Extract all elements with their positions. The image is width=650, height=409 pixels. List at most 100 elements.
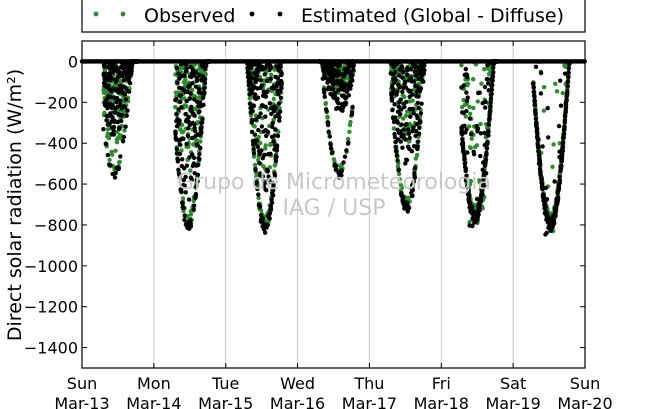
estimated-point-883	[124, 113, 129, 118]
observed-point-2912	[468, 111, 473, 117]
estimated-point-2634	[410, 92, 415, 97]
estimated-point-1827	[272, 133, 277, 138]
estimated-point-1294	[194, 70, 199, 75]
estimated-point-3170	[488, 96, 494, 101]
observed-point-1560	[251, 154, 257, 159]
observed-point-2904	[467, 219, 472, 225]
estimated-point-1410	[203, 67, 208, 72]
estimated-point-1538	[249, 129, 255, 135]
estimated-point-1347	[198, 145, 203, 151]
estimated-point-1811	[271, 139, 276, 144]
estimated-point-2518	[401, 69, 406, 75]
estimated-point-3154	[487, 113, 492, 118]
estimated-point-2859	[463, 66, 468, 72]
estimated-point-2935	[469, 204, 475, 209]
estimated-point-2166	[336, 101, 341, 106]
estimated-point-2655	[411, 144, 417, 149]
estimated-point-3691	[567, 61, 572, 67]
estimated-point-1779	[268, 207, 274, 212]
estimated-point-815	[119, 113, 124, 119]
estimated-point-2122	[332, 90, 338, 96]
estimated-point-2546	[403, 161, 408, 166]
estimated-point-1747	[266, 174, 271, 179]
estimated-point-1598	[254, 180, 259, 185]
estimated-point-2635	[410, 193, 415, 198]
estimated-point-639	[105, 77, 110, 83]
observed-point-1809	[271, 96, 276, 102]
estimated-point-3186	[490, 78, 495, 84]
estimated-point-750	[114, 100, 119, 105]
observed-point-2636	[410, 98, 415, 103]
estimated-point-3099	[483, 105, 488, 110]
x-tick-date-2: Mar-15	[198, 394, 253, 409]
estimated-point-3619	[561, 140, 566, 145]
estimated-point-1887	[277, 89, 282, 95]
estimated-point-730	[112, 175, 118, 180]
estimated-point-2475	[397, 85, 402, 90]
estimated-point-866	[123, 124, 128, 129]
estimated-point-3151	[487, 61, 492, 66]
x-axis: SunMar-13MonMar-14TueMar-15WedMar-16ThuM…	[54, 41, 613, 409]
estimated-point-1206	[186, 197, 192, 202]
estimated-point-699	[110, 115, 115, 120]
estimated-point-3359	[540, 181, 545, 186]
estimated-point-1655	[259, 148, 264, 153]
estimated-point-2103	[331, 67, 336, 73]
estimated-point-1554	[251, 146, 256, 152]
observed-point-1616	[256, 195, 261, 201]
estimated-point-3343	[538, 169, 543, 175]
observed-point-2289	[345, 136, 351, 142]
estimated-point-3531	[553, 208, 559, 213]
estimated-point-1374	[200, 117, 205, 122]
estimated-point-1339	[197, 109, 202, 114]
observed-point-2920	[468, 145, 473, 151]
estimated-point-2882	[465, 184, 470, 190]
observed-point-2933	[469, 136, 474, 141]
estimated-point-2867	[464, 90, 469, 95]
observed-point-2681	[413, 156, 419, 161]
estimated-point-1191	[185, 133, 191, 139]
observed-point-2921	[468, 178, 474, 184]
estimated-point-623	[104, 118, 109, 123]
estimated-point-1059	[175, 80, 180, 85]
estimated-point-1987	[322, 90, 327, 95]
estimated-point-2879	[465, 75, 470, 80]
estimated-point-1046	[174, 66, 179, 71]
estimated-point-1106	[179, 105, 184, 110]
estimated-point-1571	[252, 132, 258, 137]
estimated-point-2895	[466, 188, 471, 194]
estimated-point-2666	[412, 175, 418, 180]
estimated-point-2911	[467, 116, 473, 121]
estimated-point-2483	[398, 112, 403, 117]
estimated-point-2343	[350, 78, 355, 83]
estimated-point-1087	[177, 142, 183, 147]
estimated-point-1891	[277, 109, 283, 114]
estimated-point-1834	[273, 127, 278, 132]
estimated-point-2342	[350, 104, 355, 110]
estimated-point-1199	[186, 119, 191, 124]
estimated-point-1806	[271, 188, 276, 193]
legend-estimated-marker-2	[277, 11, 283, 17]
estimated-point-679	[108, 95, 113, 100]
y-tick-label-4: −800	[34, 216, 78, 235]
estimated-point-1383	[200, 95, 206, 101]
estimated-point-927	[128, 81, 133, 86]
y-tick-label-7: −1400	[24, 339, 78, 358]
estimated-point-2550	[403, 137, 408, 142]
estimated-point-1370	[200, 120, 205, 125]
estimated-point-3683	[566, 70, 571, 75]
estimated-point-1179	[184, 163, 190, 168]
estimated-point-2862	[463, 178, 469, 183]
observed-point-641	[105, 127, 111, 132]
estimated-point-2782	[421, 71, 426, 77]
estimated-point-2542	[403, 79, 408, 84]
estimated-point-3118	[484, 76, 490, 82]
estimated-point-1122	[180, 201, 185, 206]
estimated-point-3610	[560, 148, 566, 154]
estimated-point-1619	[256, 68, 261, 74]
x-tick-date-5: Mar-18	[414, 394, 469, 409]
estimated-point-2499	[399, 122, 404, 127]
estimated-point-1215	[187, 96, 192, 101]
observed-point-3381	[541, 85, 547, 90]
estimated-point-1118	[180, 157, 185, 162]
